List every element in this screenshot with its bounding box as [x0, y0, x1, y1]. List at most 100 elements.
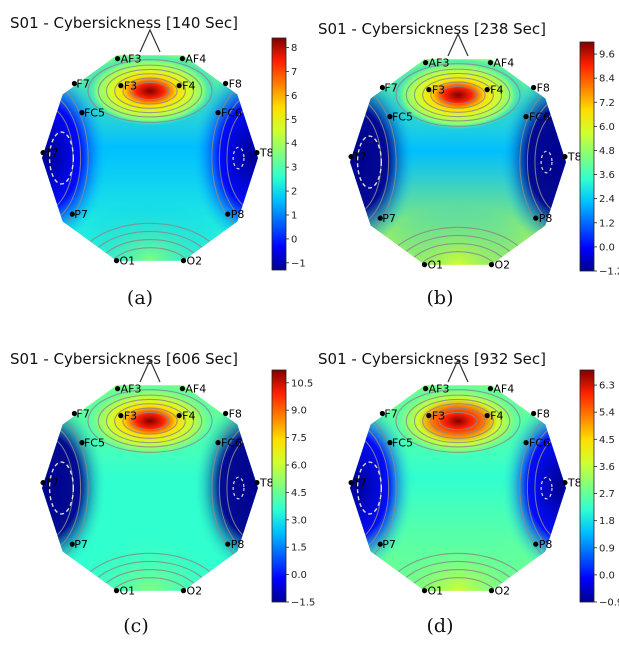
colorbar-tick-label: 8.4 [599, 74, 615, 85]
colorbar-tick-label: −1 [291, 258, 306, 269]
nose-marker [139, 358, 161, 383]
electrode-label: O2 [494, 259, 510, 272]
electrode-label: T7 [352, 151, 367, 164]
electrode-label: FC6 [221, 437, 242, 450]
colorbar-tick-label: 6.3 [599, 381, 615, 392]
colorbar-tick-label: −1.2 [599, 267, 619, 278]
electrode-o1 [113, 258, 120, 264]
electrode-o1 [113, 588, 120, 594]
colorbar-tick-label: 1.8 [599, 516, 615, 527]
electrode-label: F3 [432, 410, 445, 423]
electrode-label: FC5 [392, 437, 413, 450]
electrode-f8 [531, 410, 537, 417]
electrode-label: T8 [567, 151, 582, 164]
electrode-label: P7 [74, 208, 88, 221]
colorbar-tick-label: 4.5 [291, 488, 307, 499]
electrode-af3 [423, 386, 429, 392]
electrode-label: O1 [428, 259, 444, 272]
electrode-fc6 [523, 114, 529, 120]
electrode-af3 [423, 60, 429, 66]
colorbar-tick-label: 2 [291, 187, 297, 198]
electrode-label: F7 [76, 77, 89, 90]
colorbar-tick-label: 2.7 [599, 489, 615, 500]
electrode-p8 [533, 215, 539, 221]
electrode-af4 [179, 56, 185, 62]
electrode-t7 [40, 480, 46, 486]
colorbar-tick-label: 2.4 [599, 194, 615, 205]
electrode-label: F8 [537, 407, 550, 420]
electrode-label: F4 [182, 410, 195, 423]
electrode-label: O2 [186, 255, 202, 268]
electrode-label: AF4 [493, 57, 514, 70]
electrode-t8 [254, 480, 260, 486]
electrode-fc5 [387, 440, 393, 446]
electrode-label: T7 [44, 147, 59, 160]
panel-title: S01 - Cybersickness [140 Sec] [10, 14, 238, 32]
nose-marker [447, 32, 469, 57]
electrode-label: AF3 [429, 57, 450, 70]
electrode-label: P7 [74, 538, 88, 551]
electrode-t8 [254, 150, 260, 156]
electrode-f8 [223, 410, 229, 417]
colorbar-tick-label: 7.2 [599, 98, 615, 109]
electrode-fc5 [387, 114, 393, 120]
electrode-p8 [533, 541, 539, 547]
electrode-f3 [118, 413, 124, 419]
panel-title: S01 - Cybersickness [606 Sec] [10, 350, 238, 368]
electrode-label: FC6 [221, 107, 242, 120]
electrode-label: AF4 [493, 383, 514, 396]
electrode-f3 [426, 87, 432, 93]
electrode-label: F7 [384, 81, 397, 94]
colorbar-tick-label: 0.9 [599, 543, 615, 554]
electrode-fc6 [215, 110, 221, 116]
electrode-f3 [426, 413, 432, 419]
electrode-label: FC6 [529, 111, 550, 124]
electrode-f8 [531, 84, 537, 91]
electrode-p7 [377, 541, 383, 547]
electrode-af3 [115, 386, 121, 392]
colorbar-tick-label: 4.8 [599, 146, 615, 157]
panel-title: S01 - Cybersickness [238 Sec] [318, 20, 546, 38]
panel-label: (b) [426, 287, 454, 309]
colorbar-tick-label: −1.5 [291, 598, 315, 609]
electrode-f4 [484, 87, 490, 93]
electrode-label: F3 [432, 84, 445, 97]
electrode-o1 [421, 588, 428, 594]
electrode-label: AF4 [185, 383, 206, 396]
electrode-o2 [488, 588, 495, 594]
topomap-svg: AF3 AF4 F7 F3 F4 F8 FC5 FC6 T7 T8 P7 P8 O1 O2 10.5 9.0 7… [40, 358, 315, 609]
electrode-p7 [69, 541, 75, 547]
electrode-f4 [176, 83, 182, 89]
panel-label: (c) [123, 615, 149, 637]
electrode-label: P8 [539, 212, 553, 225]
colorbar-tick-label: 9.0 [291, 406, 307, 417]
electrode-label: F3 [124, 410, 137, 423]
colorbar-tick-label: 5.4 [599, 408, 615, 419]
topomap-panel-a: S01 - Cybersickness [140 Sec] AF3 AF4 F7 F3… [10, 10, 310, 330]
electrode-label: F7 [384, 407, 397, 420]
electrode-label: O1 [428, 585, 444, 598]
colorbar-tick-label: 7.5 [291, 433, 307, 444]
electrode-label: AF3 [121, 383, 142, 396]
topomap-svg: AF3 AF4 F7 F3 F4 F8 FC5 FC6 T7 T8 P7 P8 O1 O2 6.3 5.4 4.… [348, 358, 619, 609]
electrode-label: FC5 [84, 437, 105, 450]
scalp-field [42, 55, 258, 261]
electrode-label: T7 [44, 477, 59, 490]
colorbar-tick-label: 6.0 [291, 460, 307, 471]
electrode-label: T8 [259, 147, 274, 160]
electrode-label: P8 [231, 538, 245, 551]
electrode-label: O2 [186, 585, 202, 598]
electrode-af4 [487, 386, 493, 392]
colorbar [271, 369, 287, 603]
electrode-f3 [118, 83, 124, 89]
colorbar-tick-label: 0.0 [599, 242, 615, 253]
electrode-label: AF3 [121, 53, 142, 66]
electrode-label: F3 [124, 80, 137, 93]
electrode-label: FC5 [392, 111, 413, 124]
electrode-p7 [377, 215, 383, 221]
colorbar-tick-label: 3 [291, 163, 297, 174]
electrode-f4 [176, 413, 182, 419]
electrode-label: FC6 [529, 437, 550, 450]
electrode-f7 [71, 80, 77, 87]
colorbar-tick-label: 7 [291, 67, 297, 78]
